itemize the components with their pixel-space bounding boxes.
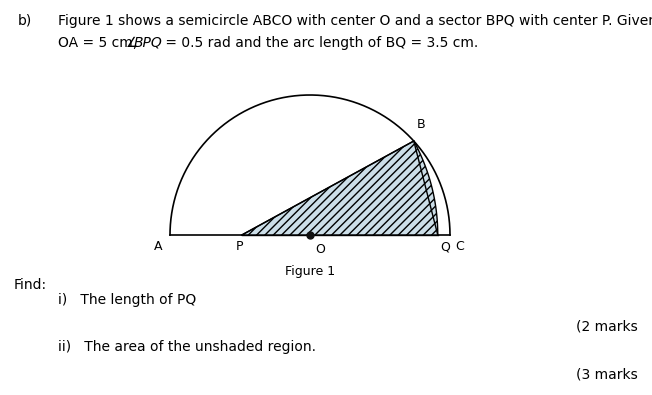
Text: ii)   The area of the unshaded region.: ii) The area of the unshaded region. (58, 340, 316, 354)
Text: b): b) (18, 14, 32, 28)
Text: i)   The length of PQ: i) The length of PQ (58, 293, 196, 307)
Polygon shape (242, 141, 437, 235)
Text: Find:: Find: (14, 278, 47, 292)
Text: B: B (417, 118, 425, 131)
Text: P: P (236, 240, 244, 253)
Text: = 0.5 rad and the arc length of BQ = 3.5 cm.: = 0.5 rad and the arc length of BQ = 3.5… (161, 36, 479, 50)
Text: A: A (153, 240, 162, 253)
Text: Figure 1 shows a semicircle ABCO with center O and a sector BPQ with center P. G: Figure 1 shows a semicircle ABCO with ce… (58, 14, 652, 28)
Text: OA = 5 cm,: OA = 5 cm, (58, 36, 146, 50)
Text: Q: Q (439, 240, 450, 253)
Text: O: O (315, 243, 325, 256)
Text: Figure 1: Figure 1 (285, 265, 335, 278)
Text: (2 marks: (2 marks (576, 320, 638, 334)
Text: BPQ: BPQ (134, 36, 163, 50)
Text: ∠: ∠ (126, 36, 138, 50)
Text: C: C (455, 240, 464, 253)
Text: (3 marks: (3 marks (576, 368, 638, 382)
